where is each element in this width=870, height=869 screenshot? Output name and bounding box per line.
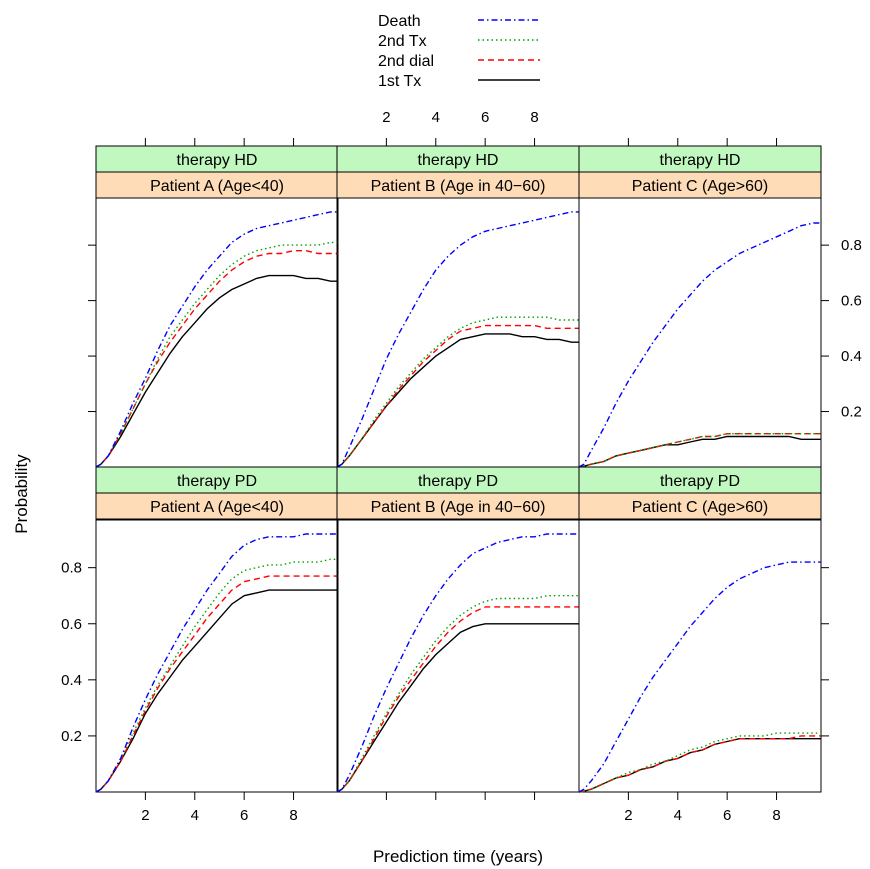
strip-therapy [578,145,822,173]
series-line-2nd-dial [336,324,579,468]
strip-therapy [95,466,339,494]
strip-therapy-label: therapy PD [177,473,257,490]
series-line-death [336,533,579,793]
y-tick-label: 0.4 [61,672,82,689]
series-line-death [95,533,338,793]
strip-patient-label: Patient C (Age>60) [632,499,769,516]
panel-frame [578,197,822,468]
strip-patient-label: Patient C (Age>60) [632,178,769,195]
series-line-1st-tx [336,333,579,468]
legend-label: 2nd Tx [378,33,427,50]
legend-label: 2nd dial [378,53,434,70]
x-tick-label: 2 [141,807,149,824]
strip-patient-label: Patient A (Age<40) [150,499,284,516]
x-tick-label: 4 [674,807,682,824]
series-line-2nd-dial [95,249,338,468]
strip-patient-label: Patient B (Age in 40−60) [371,499,546,516]
strip-therapy [95,145,339,173]
series-line-2nd-tx [336,595,579,793]
x-tick-label: 8 [289,807,297,824]
panel-frame [336,519,580,793]
strip-patient [578,492,822,520]
strip-therapy-label: therapy HD [177,152,258,169]
x-tick-label: 4 [432,109,440,126]
x-tick-label: 6 [481,109,489,126]
y-tick-label: 0.2 [841,404,862,421]
strip-patient-label: Patient B (Age in 40−60) [371,178,546,195]
series-line-2nd-tx [578,433,821,468]
panel-frame [578,519,822,793]
x-axis-label: Prediction time (years) [373,847,543,866]
x-tick-label: 6 [723,807,731,824]
panel-frame [95,197,339,468]
series-line-2nd-tx [95,558,338,793]
strip-patient [578,171,822,199]
series-line-2nd-tx [578,732,821,793]
series-line-death [578,222,821,468]
strip-therapy-label: therapy HD [660,152,741,169]
series-line-1st-tx [578,435,821,468]
x-tick-label: 8 [772,807,780,824]
strip-therapy [336,466,580,494]
y-tick-label: 0.6 [61,616,82,633]
legend-label: Death [378,13,421,30]
series-line-2nd-dial [578,433,821,468]
y-tick-label: 0.8 [841,237,862,254]
x-tick-label: 2 [624,807,632,824]
y-axis-label: Probability [12,454,31,534]
panel-frame [95,519,339,793]
x-tick-label: 8 [530,109,538,126]
series-line-2nd-dial [578,735,821,793]
x-tick-label: 6 [240,807,248,824]
x-tick-label: 2 [382,109,390,126]
series-line-1st-tx [336,623,579,793]
series-line-2nd-dial [95,575,338,793]
strip-therapy-label: therapy PD [418,473,498,490]
series-line-death [578,561,821,793]
strip-therapy [578,466,822,494]
y-tick-label: 0.8 [61,560,82,577]
strip-therapy-label: therapy PD [660,473,740,490]
strip-patient-label: Patient A (Age<40) [150,178,284,195]
x-tick-label: 4 [191,807,199,824]
strip-therapy-label: therapy HD [418,152,499,169]
y-tick-label: 0.6 [841,293,862,310]
series-line-1st-tx [95,589,338,793]
y-tick-label: 0.2 [61,728,82,745]
series-line-death [336,211,579,468]
series-line-2nd-tx [95,241,338,468]
strip-patient [95,171,339,199]
series-line-death [95,211,338,468]
series-line-1st-tx [95,274,338,468]
series-line-1st-tx [578,738,821,793]
y-tick-label: 0.4 [841,348,862,365]
legend-label: 1st Tx [378,73,421,90]
series-line-2nd-dial [336,606,579,793]
